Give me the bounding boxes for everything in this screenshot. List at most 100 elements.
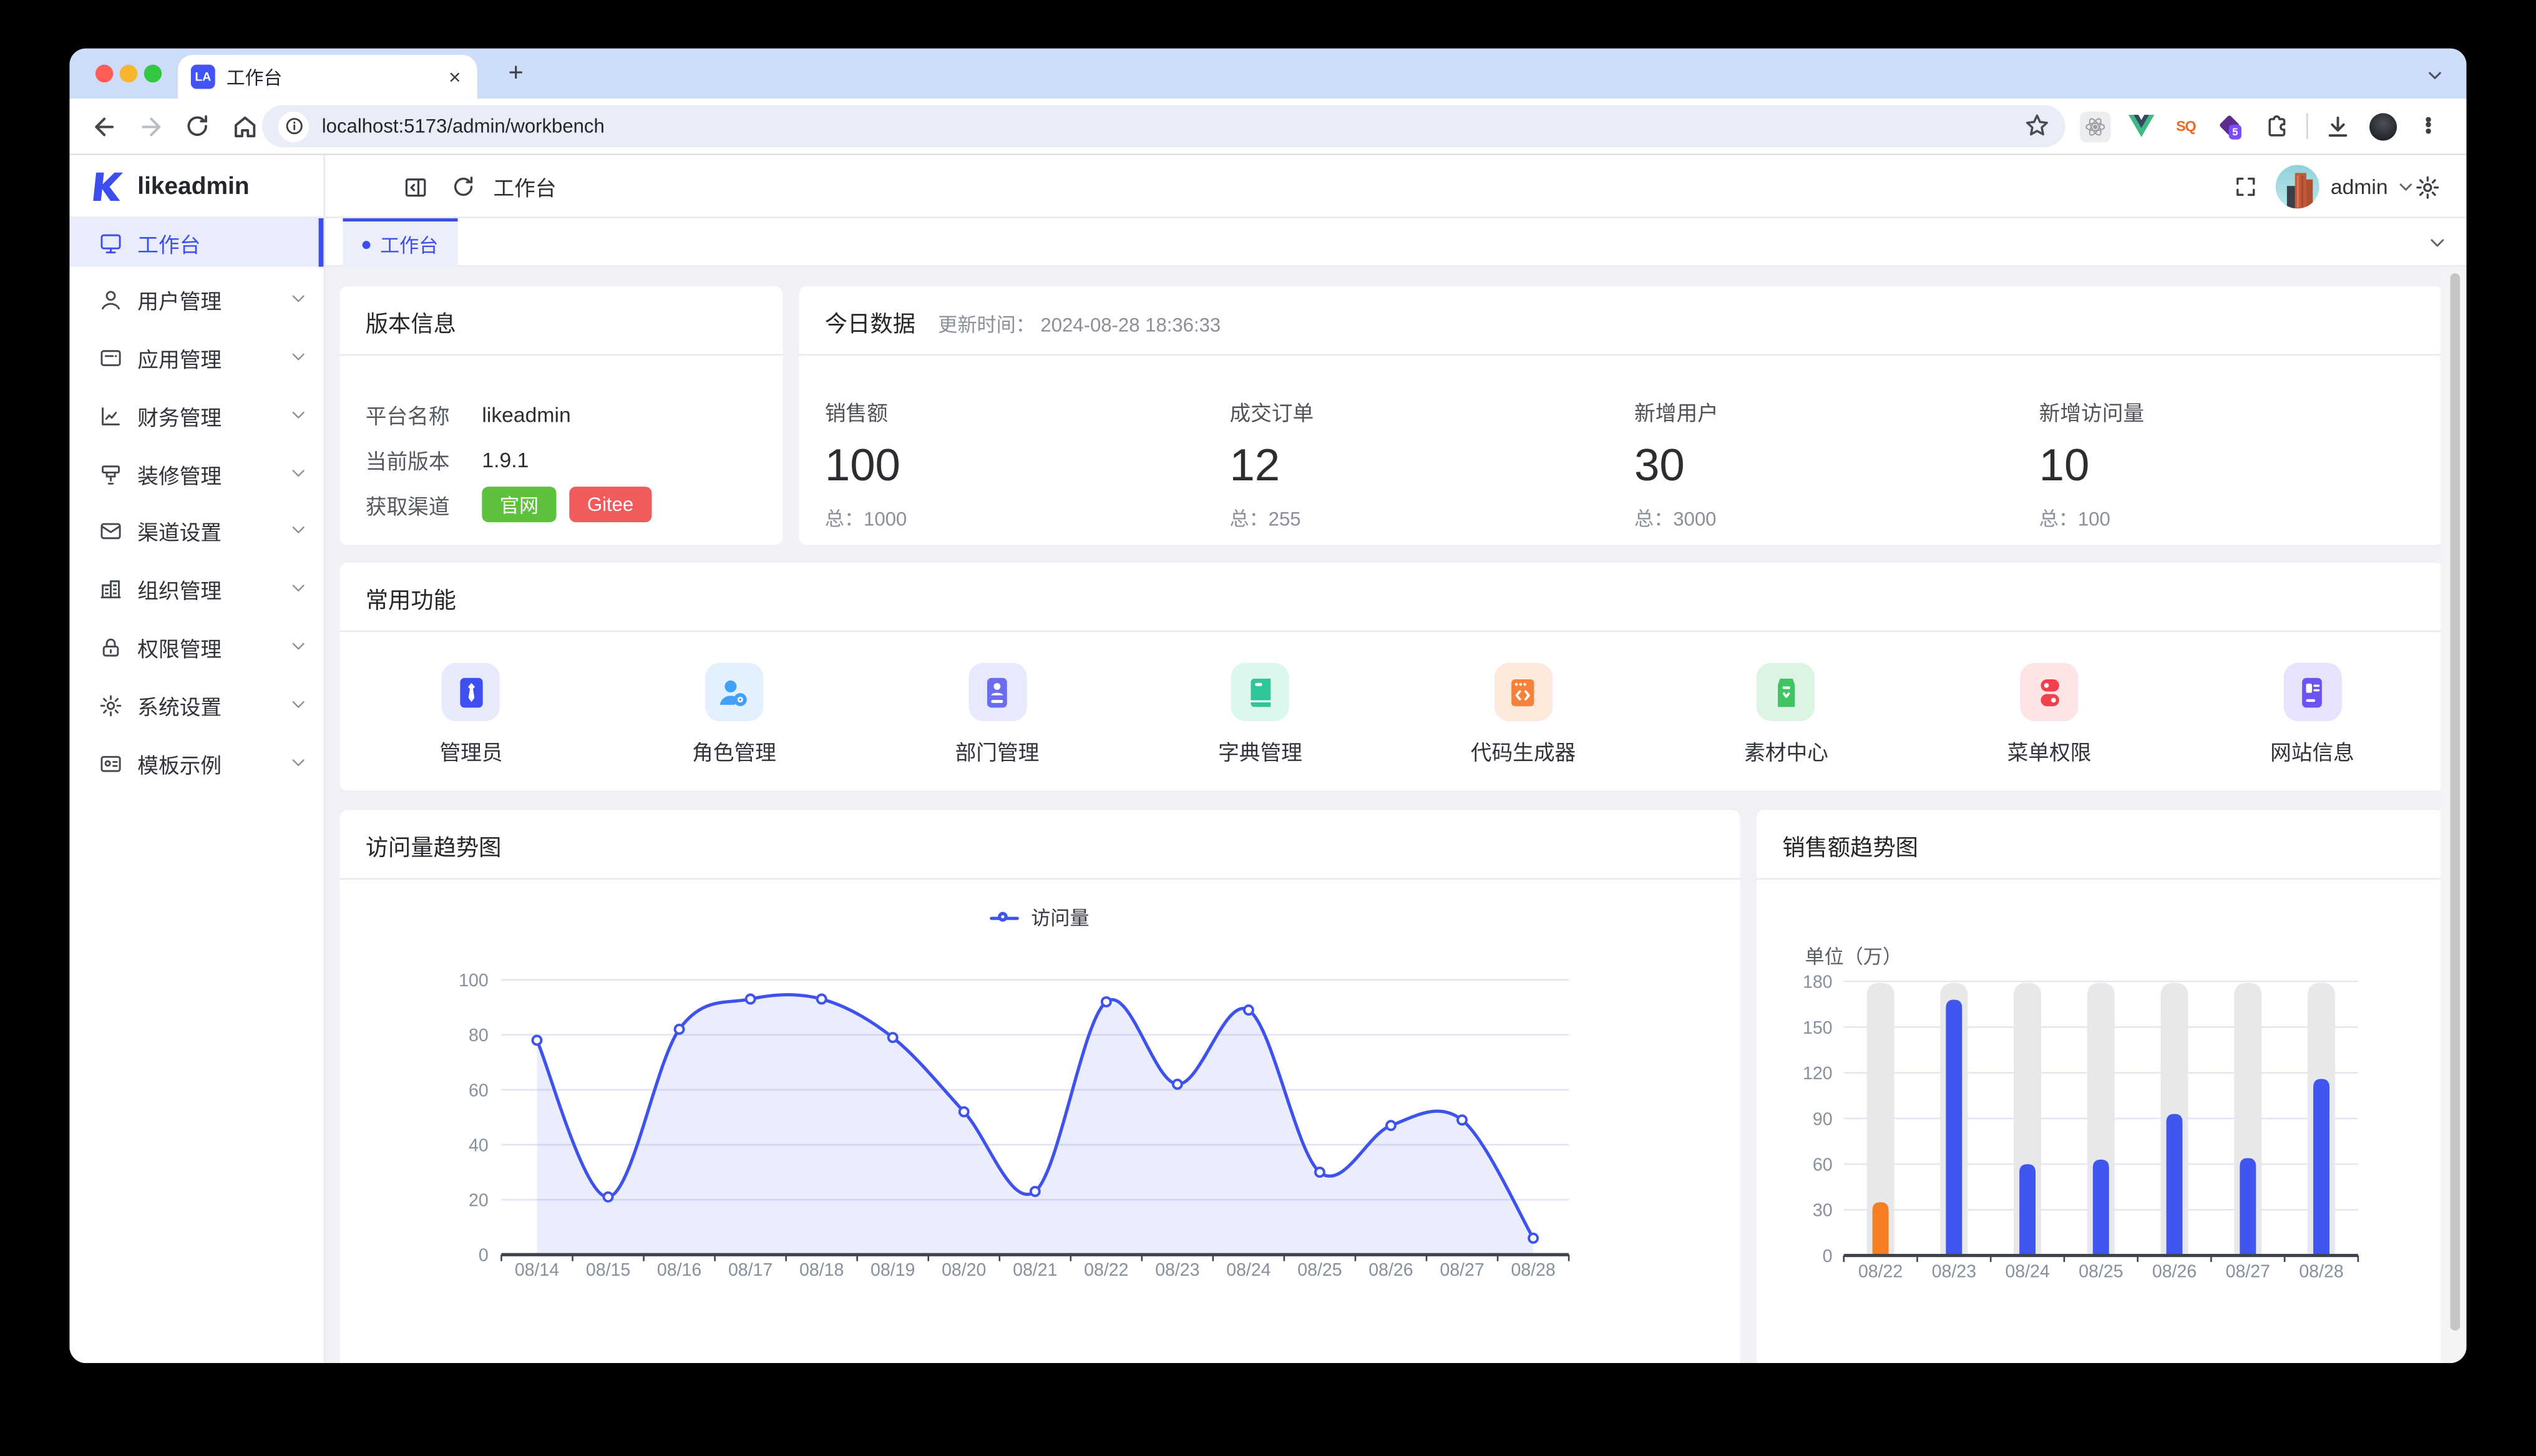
tab-close-icon[interactable]: × (448, 64, 461, 89)
collapse-sidebar-icon[interactable] (402, 155, 428, 218)
decorate-icon (99, 462, 123, 486)
feature-item[interactable]: 素材中心 (1655, 662, 1918, 767)
sidebar-item-label: 模板示例 (137, 752, 222, 777)
svg-text:08/22: 08/22 (1858, 1262, 1903, 1282)
svg-text:100: 100 (459, 971, 489, 991)
downloads-icon[interactable] (2323, 111, 2353, 142)
sidebar-item-label: 权限管理 (137, 637, 222, 662)
channel-button[interactable]: Gitee (569, 487, 651, 523)
reload-icon[interactable] (183, 112, 212, 141)
extensions-row: SQ 5 • • • (2080, 99, 2466, 153)
brand: likeadmin (92, 155, 250, 218)
svg-text:80: 80 (469, 1026, 489, 1046)
extensions-puzzle-icon[interactable] (2261, 111, 2291, 142)
feature-item[interactable]: 菜单权限 (1918, 662, 2180, 767)
sidebar-item[interactable]: 权限管理 (69, 623, 323, 672)
badge-5: 5 (2232, 125, 2238, 137)
sidebar-item[interactable]: 系统设置 (69, 681, 323, 730)
sidebar-item[interactable]: 应用管理 (69, 334, 323, 382)
breadcrumb: 工作台 (493, 176, 557, 201)
scrollbar-thumb[interactable] (2450, 273, 2460, 1331)
svg-text:08/17: 08/17 (728, 1260, 773, 1280)
tab-favicon: LA (190, 64, 215, 89)
sidebar-item[interactable]: 财务管理 (69, 392, 323, 440)
feature-item[interactable]: 角色管理 (603, 662, 866, 767)
stat-label: 销售额 (824, 400, 888, 425)
svg-text:120: 120 (1803, 1064, 1833, 1084)
stat-total: 总：255 (1229, 507, 1301, 531)
feature-label: 角色管理 (692, 740, 776, 765)
stat: 新增用户 30 总：3000 (1634, 396, 2039, 532)
svg-text:08/14: 08/14 (515, 1260, 559, 1280)
svg-text:08/20: 08/20 (942, 1260, 986, 1280)
sidebar-item[interactable]: 工作台 (69, 218, 324, 267)
svg-text:08/27: 08/27 (2226, 1262, 2270, 1282)
chrome-divider (69, 153, 2467, 155)
chrome-menu-icon[interactable]: • • • (2425, 108, 2432, 142)
chevron-down-icon (290, 404, 308, 429)
site-info-icon[interactable] (278, 110, 310, 142)
minimize-window-button[interactable] (119, 64, 138, 83)
channel-button[interactable]: 官网 (482, 487, 557, 523)
sidebar-item[interactable]: 渠道设置 (69, 508, 323, 556)
svg-text:40: 40 (469, 1135, 489, 1155)
sidebar-item[interactable]: 用户管理 (69, 276, 323, 325)
feature-item[interactable]: 字典管理 (1129, 662, 1392, 767)
svg-text:30: 30 (1813, 1201, 1833, 1221)
react-devtools-icon[interactable] (2080, 110, 2111, 142)
feature-item[interactable]: 管理员 (339, 662, 602, 767)
feature-item[interactable]: 部门管理 (866, 662, 1128, 767)
close-window-button[interactable] (95, 64, 114, 83)
sq-extension-icon[interactable]: SQ (2176, 118, 2196, 135)
browser-profile-avatar[interactable] (2368, 111, 2398, 142)
sidebar-item[interactable]: 模板示例 (69, 739, 323, 788)
refresh-page-icon[interactable] (451, 155, 476, 218)
bookmark-star-icon[interactable] (2023, 112, 2051, 147)
legend-label: 访问量 (1031, 907, 1090, 930)
sidebar-item[interactable]: 组织管理 (69, 566, 323, 614)
tab-search-chevron-icon[interactable] (2426, 63, 2444, 92)
zoom-window-button[interactable] (144, 64, 162, 83)
back-icon[interactable] (89, 112, 119, 141)
menu-auth-icon (2020, 662, 2079, 721)
chart-legend[interactable]: 访问量 (339, 904, 1740, 931)
svg-text:90: 90 (1813, 1109, 1833, 1129)
codegen-icon (1494, 662, 1553, 721)
url-bar[interactable]: localhost:5173/admin/workbench (261, 105, 2065, 147)
forward-icon[interactable] (136, 112, 165, 141)
home-icon[interactable] (230, 112, 259, 141)
sidebar-divider (323, 155, 325, 1363)
svg-text:08/26: 08/26 (2152, 1262, 2197, 1282)
fullscreen-icon[interactable] (2233, 155, 2258, 218)
svg-text:150: 150 (1803, 1018, 1833, 1038)
scrollbar-track[interactable] (2441, 266, 2467, 1363)
sidebar-item-label: 应用管理 (137, 347, 222, 372)
browser-tab[interactable]: LA 工作台 × (178, 55, 477, 99)
feature-item[interactable]: 代码生成器 (1392, 662, 1654, 767)
svg-text:08/21: 08/21 (1013, 1260, 1057, 1280)
version-row-value: 1.9.1 (482, 447, 529, 472)
stat-value: 100 (824, 439, 900, 490)
sidebar-item[interactable]: 装修管理 (69, 450, 323, 498)
stylus-extension-icon[interactable]: 5 (2216, 111, 2246, 142)
stat-label: 新增访问量 (2039, 400, 2145, 425)
y-axis-unit-label: 单位（万） (1805, 946, 1903, 969)
username: admin (2330, 174, 2388, 199)
settings-gear-icon[interactable] (2415, 155, 2441, 218)
chevron-down-icon (290, 288, 308, 313)
version-row-label: 平台名称 (365, 403, 450, 428)
vue-devtools-icon[interactable] (2125, 111, 2156, 142)
user-menu[interactable]: admin (2331, 155, 2416, 218)
tab-workbench[interactable]: 工作台 (343, 218, 458, 267)
sales-bar-chart: 0 30 60 90 120 150 180 08/22 08/23 08/24 08/25 08/2… (1803, 973, 2359, 1282)
sidebar-item-label: 财务管理 (137, 405, 222, 430)
new-tab-button[interactable]: + (508, 59, 524, 87)
chevron-down-icon (290, 751, 308, 775)
user-avatar[interactable] (2275, 165, 2319, 209)
feature-item[interactable]: 网站信息 (2181, 662, 2444, 767)
toolbar-divider (2306, 113, 2308, 139)
features-card: 常用功能 管理员 角色管理 部门管理 字典管理 代码生成器 素材中心 菜单权限 网站信息 (339, 562, 2444, 791)
tabbar-chevron-icon[interactable] (2427, 231, 2447, 261)
stat: 成交订单 12 总：255 (1229, 396, 1634, 532)
main-area: 工作台 版本信息 平台名称 likeadmin 当前版本 1.9.1 获取渠道 官网 Git… (323, 218, 2467, 1363)
